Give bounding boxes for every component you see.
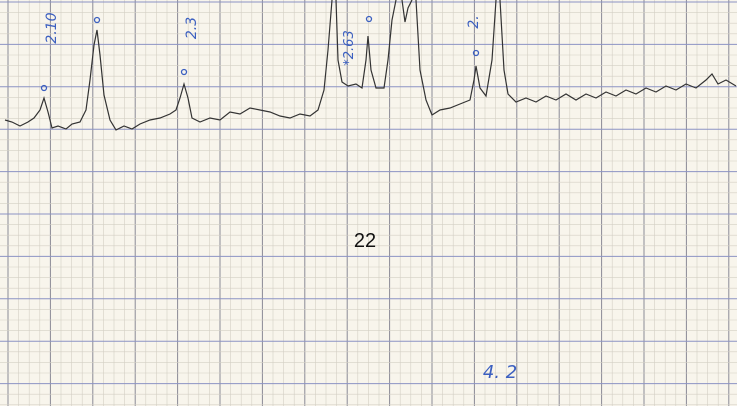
peak-marker	[40, 84, 48, 92]
peak-marker	[93, 16, 101, 24]
peak-markers	[40, 15, 480, 92]
peak-marker	[365, 15, 373, 23]
sheet-note: 4. 2	[483, 362, 517, 383]
peak-label: *2.63	[342, 30, 357, 65]
recorder-trace	[4, 0, 737, 131]
peak-marker	[472, 49, 480, 57]
page-number: 22	[354, 230, 376, 252]
peak-label: 2.10	[44, 12, 60, 43]
peak-marker	[180, 68, 188, 76]
peak-label: 2.3	[184, 17, 200, 39]
peak-label: 2.	[466, 15, 482, 28]
